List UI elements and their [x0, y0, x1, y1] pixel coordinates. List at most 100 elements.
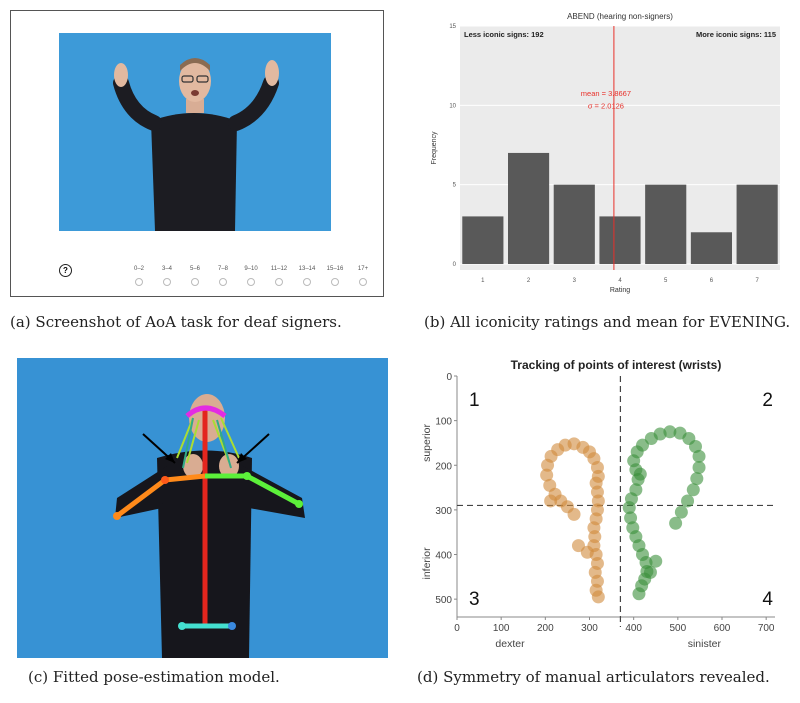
- x-tick-label: 0: [454, 623, 460, 634]
- x-axis-label: Rating: [610, 287, 630, 294]
- age-option[interactable]: 15–16: [321, 266, 349, 286]
- age-option-label: 15–16: [326, 266, 344, 272]
- age-option-label: 7–8: [217, 266, 228, 272]
- data-point: [689, 440, 702, 454]
- radio-icon[interactable]: [219, 278, 227, 286]
- x-tick-label: 400: [625, 623, 642, 634]
- radio-icon[interactable]: [191, 278, 199, 286]
- radio-icon[interactable]: [135, 278, 143, 286]
- age-option-label: 13–14: [298, 266, 316, 272]
- data-point: [653, 427, 667, 441]
- caption-d: (d) Symmetry of manual articulators reve…: [417, 668, 770, 686]
- y-tick-label: 100: [435, 417, 452, 428]
- x-tick-label: 4: [618, 278, 622, 284]
- y-axis-label-top: superior: [421, 423, 433, 461]
- unknown-age-label: ?: [63, 266, 68, 275]
- x-tick-label: 500: [669, 623, 686, 634]
- data-point: [690, 472, 704, 486]
- age-option-label: 3–4: [161, 266, 172, 272]
- x-tick-label: 100: [493, 623, 510, 634]
- data-point: [624, 511, 638, 525]
- quadrant-label: 3: [469, 589, 480, 610]
- radio-icon[interactable]: [303, 278, 311, 286]
- caption-c: (c) Fitted pose-estimation model.: [28, 668, 280, 686]
- y-tick-label: 500: [435, 595, 452, 606]
- radio-icon[interactable]: [359, 278, 367, 286]
- data-point: [692, 460, 706, 474]
- age-option[interactable]: 5–6: [181, 266, 209, 286]
- y-tick-label: 15: [449, 24, 456, 30]
- data-point: [692, 449, 706, 463]
- y-tick-label: 5: [453, 183, 457, 189]
- bar: [645, 184, 687, 264]
- pose-skeleton-figure-icon: [17, 358, 388, 658]
- radio-icon[interactable]: [331, 278, 339, 286]
- y-axis-label: Frequency: [431, 131, 438, 165]
- data-point: [663, 425, 677, 439]
- age-option[interactable]: 9–10: [237, 266, 265, 286]
- iconicity-histogram: 0 5 10 15 1 2 3 4 5 6 7 mean = 3.8667 σ = 2.0126 ABEN…: [420, 8, 790, 298]
- quadrant-label: 2: [762, 390, 773, 411]
- signer-video-frame: [59, 33, 331, 231]
- y-tick-label: 0: [453, 262, 457, 268]
- pose-estimation-image: [17, 358, 388, 658]
- age-option[interactable]: 0–2: [125, 266, 153, 286]
- data-point: [540, 468, 554, 482]
- y-tick-label: 400: [435, 551, 452, 562]
- y-tick-label: 10: [449, 103, 456, 109]
- data-point: [649, 554, 663, 568]
- age-option-label: 0–2: [133, 266, 144, 272]
- data-point: [686, 483, 700, 497]
- wrist-tracking-plot: Tracking of points of interest (wrists) 0…: [410, 355, 790, 660]
- data-point: [580, 545, 594, 559]
- radio-icon[interactable]: [163, 278, 171, 286]
- x-tick-label: 6: [710, 278, 714, 284]
- mean-label: mean = 3.8667: [581, 89, 631, 98]
- y-tick-label: 0: [446, 372, 452, 383]
- bar: [553, 184, 595, 264]
- data-point: [626, 521, 640, 535]
- age-option-label: 11–12: [270, 266, 288, 272]
- y-axis-label-bottom: inferior: [421, 547, 433, 580]
- bar: [736, 184, 778, 264]
- caption-b: (b) All iconicity ratings and mean for E…: [424, 313, 791, 331]
- data-point: [674, 505, 688, 519]
- bar: [690, 232, 732, 264]
- x-tick-label: 3: [573, 278, 577, 284]
- age-option[interactable]: 11–12: [265, 266, 293, 286]
- y-tick-label: 200: [435, 461, 452, 472]
- data-point: [681, 494, 695, 508]
- data-point: [571, 539, 585, 553]
- data-point: [669, 516, 683, 530]
- radio-icon[interactable]: [275, 278, 283, 286]
- data-point: [636, 438, 649, 452]
- radio-icon[interactable]: [247, 278, 255, 286]
- unknown-age-button[interactable]: ?: [59, 264, 72, 277]
- bar: [508, 152, 550, 264]
- sd-label: σ = 2.0126: [588, 102, 624, 111]
- caption-a: (a) Screenshot of AoA task for deaf sign…: [10, 313, 342, 331]
- quadrant-label: 4: [762, 589, 773, 610]
- chart-title: ABEND (hearing non-signers): [567, 12, 673, 21]
- x-tick-label: 1: [481, 278, 485, 284]
- signer-figure-icon: [59, 33, 331, 231]
- age-option-label: 5–6: [189, 266, 200, 272]
- x-tick-label: 300: [581, 623, 598, 634]
- x-tick-label: 5: [664, 278, 668, 284]
- x-axis-label-left: dexter: [495, 638, 525, 650]
- bar: [599, 216, 641, 264]
- age-option[interactable]: 13–14: [293, 266, 321, 286]
- scatter-chart: Tracking of points of interest (wrists) 0…: [421, 358, 775, 650]
- y-tick-label: 300: [435, 506, 452, 517]
- x-tick-label: 2: [527, 278, 531, 284]
- age-option[interactable]: 3–4: [153, 266, 181, 286]
- aoa-task-screenshot: ? 0–2 3–4 5–6 7–8 9–10 11–12 13–14 15–16…: [10, 10, 384, 297]
- age-option[interactable]: 17+: [349, 266, 377, 286]
- age-option-label: 9–10: [244, 266, 258, 272]
- x-tick-label: 700: [758, 623, 775, 634]
- age-option-label: 17+: [357, 266, 369, 272]
- x-tick-label: 200: [537, 623, 554, 634]
- histogram-chart: 0 5 10 15 1 2 3 4 5 6 7 mean = 3.8667 σ = 2.0126 ABEN…: [431, 12, 780, 294]
- quadrant-label: 1: [469, 390, 480, 411]
- age-option[interactable]: 7–8: [209, 266, 237, 286]
